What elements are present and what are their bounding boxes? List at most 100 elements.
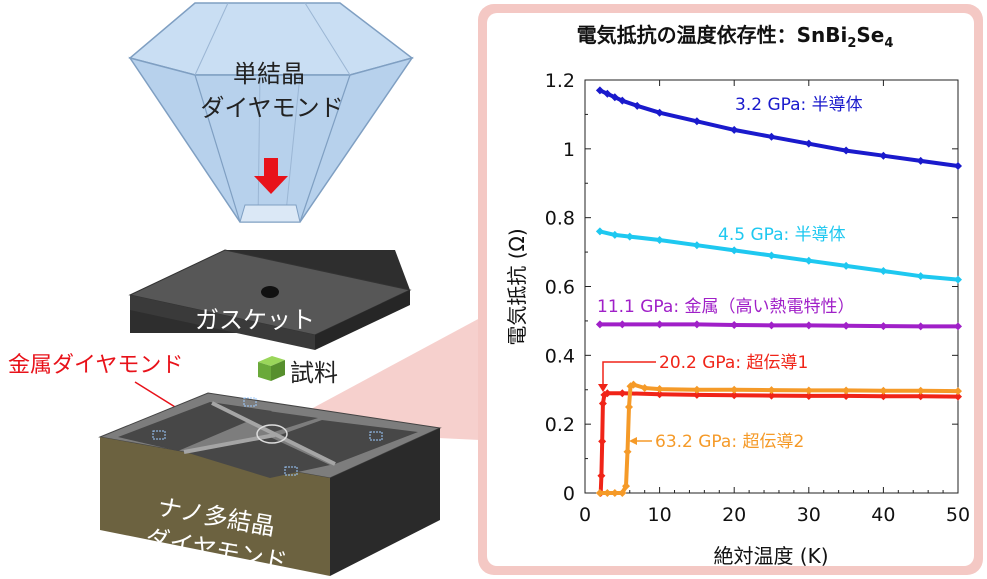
series-line-3 (598, 391, 959, 494)
y-tick-label: 1.2 (545, 70, 575, 92)
series-4-point (623, 447, 632, 456)
series-4-point (640, 384, 649, 393)
series-3-point (730, 391, 739, 400)
series-3-point (954, 392, 962, 401)
diamond-anvil-cell-diagram: 単結晶 ダイヤモンド ガスケット 試料 金属ダイヤモンド (8, 2, 480, 576)
series-3-point (692, 390, 701, 399)
annotation-2: 11.1 GPa: 金属（高い熱電特性） (597, 297, 854, 317)
chart-title-sub1: 2 (847, 36, 856, 51)
series-3-point (916, 392, 925, 401)
series-1-point (730, 246, 739, 255)
chart-panel-frame (478, 4, 983, 575)
x-axis-label: 絶対温度 (K) (713, 544, 828, 568)
annotation-4: 63.2 GPa: 超伝導2 (655, 432, 804, 452)
series-3-point (618, 389, 627, 398)
series-0-point (610, 93, 619, 102)
series-layer (595, 86, 962, 497)
pressure-arrow (264, 158, 278, 176)
series-4-point (842, 386, 851, 395)
series-4-point (595, 489, 604, 497)
series-0-point (603, 89, 612, 98)
series-4-point (622, 482, 631, 491)
series-4-point (767, 386, 776, 395)
series-0-point (767, 132, 776, 141)
chart-title-main: 電気抵抗の温度依存性： (577, 23, 797, 47)
y-tick-label: 0.6 (545, 277, 575, 299)
series-0-point (655, 108, 664, 117)
series-0-point (730, 125, 739, 134)
diamond-label-line2: ダイヤモンド (200, 94, 343, 122)
resistance-chart: 電気抵抗の温度依存性：SnBi2Se4 0 10 20 30 40 50 0 0.2 0.4 0.… (505, 23, 970, 568)
series-3-point (767, 391, 776, 400)
y-tick-label: 0.4 (545, 345, 575, 367)
y-tick-label: 1 (563, 139, 575, 161)
x-tick-label: 50 (946, 504, 970, 526)
series-3-point (598, 399, 607, 408)
annotation-arrowhead-63gpa (629, 437, 637, 445)
series-4-point (610, 489, 619, 497)
series-1-point (916, 272, 925, 281)
series-2-point (595, 320, 604, 329)
series-0-point (804, 139, 813, 148)
series-4-point (618, 489, 627, 497)
gasket (128, 249, 412, 350)
series-1-point (842, 261, 851, 270)
series-4-point (603, 489, 612, 497)
series-1-point (692, 241, 701, 250)
series-3-point (655, 390, 664, 399)
series-4-point (629, 380, 638, 389)
y-tick-label: 0 (563, 483, 575, 505)
series-2-point (655, 320, 664, 329)
annotation-1: 4.5 GPa: 半導体 (718, 225, 846, 245)
series-3-point (597, 471, 606, 480)
x-tick-label: 30 (797, 504, 821, 526)
sample-label: 試料 (290, 359, 338, 387)
chart-panel-inner (487, 13, 974, 566)
series-3-point (879, 392, 888, 401)
y-axis-label: 電気抵抗 (Ω) (505, 228, 529, 345)
single-crystal-diamond (128, 2, 414, 223)
diamond-label-line1: 単結晶 (233, 60, 305, 88)
series-1-point (595, 227, 604, 236)
series-3-point (603, 389, 612, 398)
annotation-arrowhead-20gpa (598, 384, 608, 392)
series-3-point (842, 391, 851, 400)
series-1-point (804, 256, 813, 265)
series-1-point (879, 267, 888, 276)
series-2-point (916, 322, 925, 331)
series-4-point (916, 386, 925, 395)
series-0-point (916, 156, 925, 165)
series-2-point (767, 321, 776, 330)
gasket-label: ガスケット (195, 306, 315, 334)
series-0-point (954, 162, 962, 171)
series-0-point (692, 117, 701, 126)
y-tick-label: 0.8 (545, 208, 575, 230)
series-4-point (730, 385, 739, 394)
x-tick-label: 40 (871, 504, 895, 526)
series-4-point (804, 386, 813, 395)
x-tick-label: 10 (648, 504, 672, 526)
zoom-wedge (272, 318, 480, 440)
series-1-point (610, 230, 619, 239)
annotation-layer: 3.2 GPa: 半導体 4.5 GPa: 半導体 11.1 GPa: 金属（高い熱… (597, 95, 863, 452)
axes-ticks: 0 10 20 30 40 50 0 0.2 0.4 0.6 0.8 1 1.2 (545, 70, 970, 526)
series-4-point (954, 387, 962, 396)
annotation-0: 3.2 GPa: 半導体 (735, 95, 863, 115)
series-3-point (804, 391, 813, 400)
series-2-point (692, 320, 701, 329)
annotation-pointer-20gpa (602, 361, 656, 386)
series-1-point (954, 275, 962, 284)
sample-cube (258, 356, 285, 381)
series-0-point (595, 86, 604, 95)
series-line-2 (599, 322, 958, 329)
series-0-point (879, 151, 888, 160)
series-3-point (598, 437, 607, 446)
series-0-point (842, 146, 851, 155)
series-1-point (655, 236, 664, 245)
chart-title-mid: Se (856, 23, 884, 47)
series-2-point (879, 322, 888, 331)
x-tick-label: 20 (722, 504, 746, 526)
series-4-point (625, 402, 634, 411)
series-2-point (842, 321, 851, 330)
series-1-point (625, 232, 634, 241)
